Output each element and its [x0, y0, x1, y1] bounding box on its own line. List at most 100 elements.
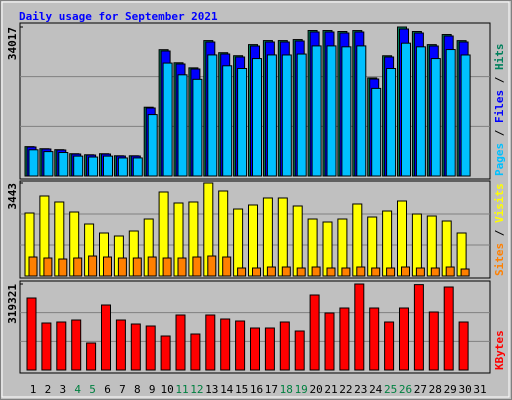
legend-entry: Sites	[493, 243, 506, 276]
bar	[43, 257, 53, 277]
bar	[386, 267, 396, 277]
y-tick-label: 3443	[6, 183, 19, 210]
x-tick-label: 14	[220, 383, 234, 396]
bar	[413, 284, 424, 371]
bar	[426, 215, 437, 277]
bar	[369, 307, 380, 371]
bar	[28, 149, 39, 177]
bar	[28, 256, 38, 277]
bar	[88, 156, 99, 177]
x-tick-label: 1	[30, 383, 37, 396]
bar	[386, 68, 397, 177]
bar	[309, 294, 320, 371]
bar	[443, 286, 454, 371]
bar	[233, 208, 244, 277]
legend: Pages / Files / Hits	[493, 44, 506, 177]
bar	[177, 257, 187, 277]
bar	[356, 266, 366, 277]
bar	[415, 267, 425, 277]
bar	[428, 311, 439, 371]
bar	[103, 256, 112, 277]
bar	[445, 266, 455, 277]
bar	[356, 45, 367, 177]
bar	[26, 297, 37, 371]
bar	[367, 216, 378, 277]
bar	[401, 266, 410, 277]
bar	[160, 335, 171, 371]
bar	[354, 283, 365, 371]
bar	[175, 314, 186, 371]
bar	[266, 266, 276, 277]
x-tick-label: 5	[89, 383, 96, 396]
bar	[237, 267, 247, 277]
bar	[43, 151, 54, 177]
bar	[279, 321, 290, 371]
bar	[162, 62, 173, 177]
bar	[281, 266, 291, 277]
bar	[237, 68, 248, 177]
bar	[311, 45, 322, 177]
bar	[147, 114, 158, 177]
x-tick-label: 7	[119, 383, 126, 396]
bar	[103, 155, 113, 177]
bar	[252, 58, 262, 177]
bar	[266, 54, 277, 177]
x-tick-label: 10	[160, 383, 173, 396]
bar	[460, 268, 470, 277]
bar	[430, 58, 441, 177]
bar	[262, 197, 273, 277]
bar	[207, 54, 218, 177]
x-tick-label: 31	[473, 383, 486, 396]
bar	[73, 257, 83, 277]
bar	[250, 327, 260, 371]
bar	[401, 42, 411, 177]
bar	[56, 321, 67, 371]
bar	[264, 327, 275, 371]
bar	[222, 65, 233, 177]
bar	[326, 45, 337, 177]
x-tick-label: 20	[309, 383, 322, 396]
bar	[192, 78, 203, 177]
x-tick-label: 21	[324, 383, 337, 396]
bar	[371, 267, 381, 277]
bar	[115, 319, 126, 371]
bar	[341, 46, 352, 177]
bar	[411, 213, 422, 277]
bar	[445, 49, 456, 177]
x-tick-label: 22	[339, 383, 352, 396]
bar	[339, 307, 350, 371]
x-tick-label: 11	[175, 383, 188, 396]
x-tick-label: 27	[414, 383, 427, 396]
bar	[130, 323, 141, 371]
bar	[220, 318, 231, 371]
bar	[371, 87, 382, 177]
legend-entry: Pages	[493, 143, 506, 176]
bar	[145, 325, 156, 371]
bar	[205, 314, 216, 371]
legend: KBytes	[493, 330, 506, 370]
bar	[326, 267, 336, 277]
bar	[415, 46, 426, 177]
x-tick-label: 6	[104, 383, 111, 396]
bar	[73, 155, 84, 177]
x-tick-label: 2	[45, 383, 52, 396]
bar	[341, 267, 351, 277]
bar	[352, 203, 363, 277]
bar	[292, 205, 303, 277]
bar	[132, 257, 142, 277]
bar	[460, 54, 471, 177]
bar	[294, 330, 305, 371]
bar	[458, 321, 469, 371]
bar	[397, 200, 407, 277]
legend-entry: Visits	[493, 183, 506, 223]
bar	[207, 255, 217, 277]
bar	[252, 267, 261, 277]
x-tick-label: 23	[354, 383, 367, 396]
y-tick-label: 34017	[6, 27, 19, 60]
x-tick-label: 19	[295, 383, 308, 396]
x-tick-label: 25	[384, 383, 397, 396]
bar	[101, 304, 111, 371]
bar	[296, 267, 306, 277]
